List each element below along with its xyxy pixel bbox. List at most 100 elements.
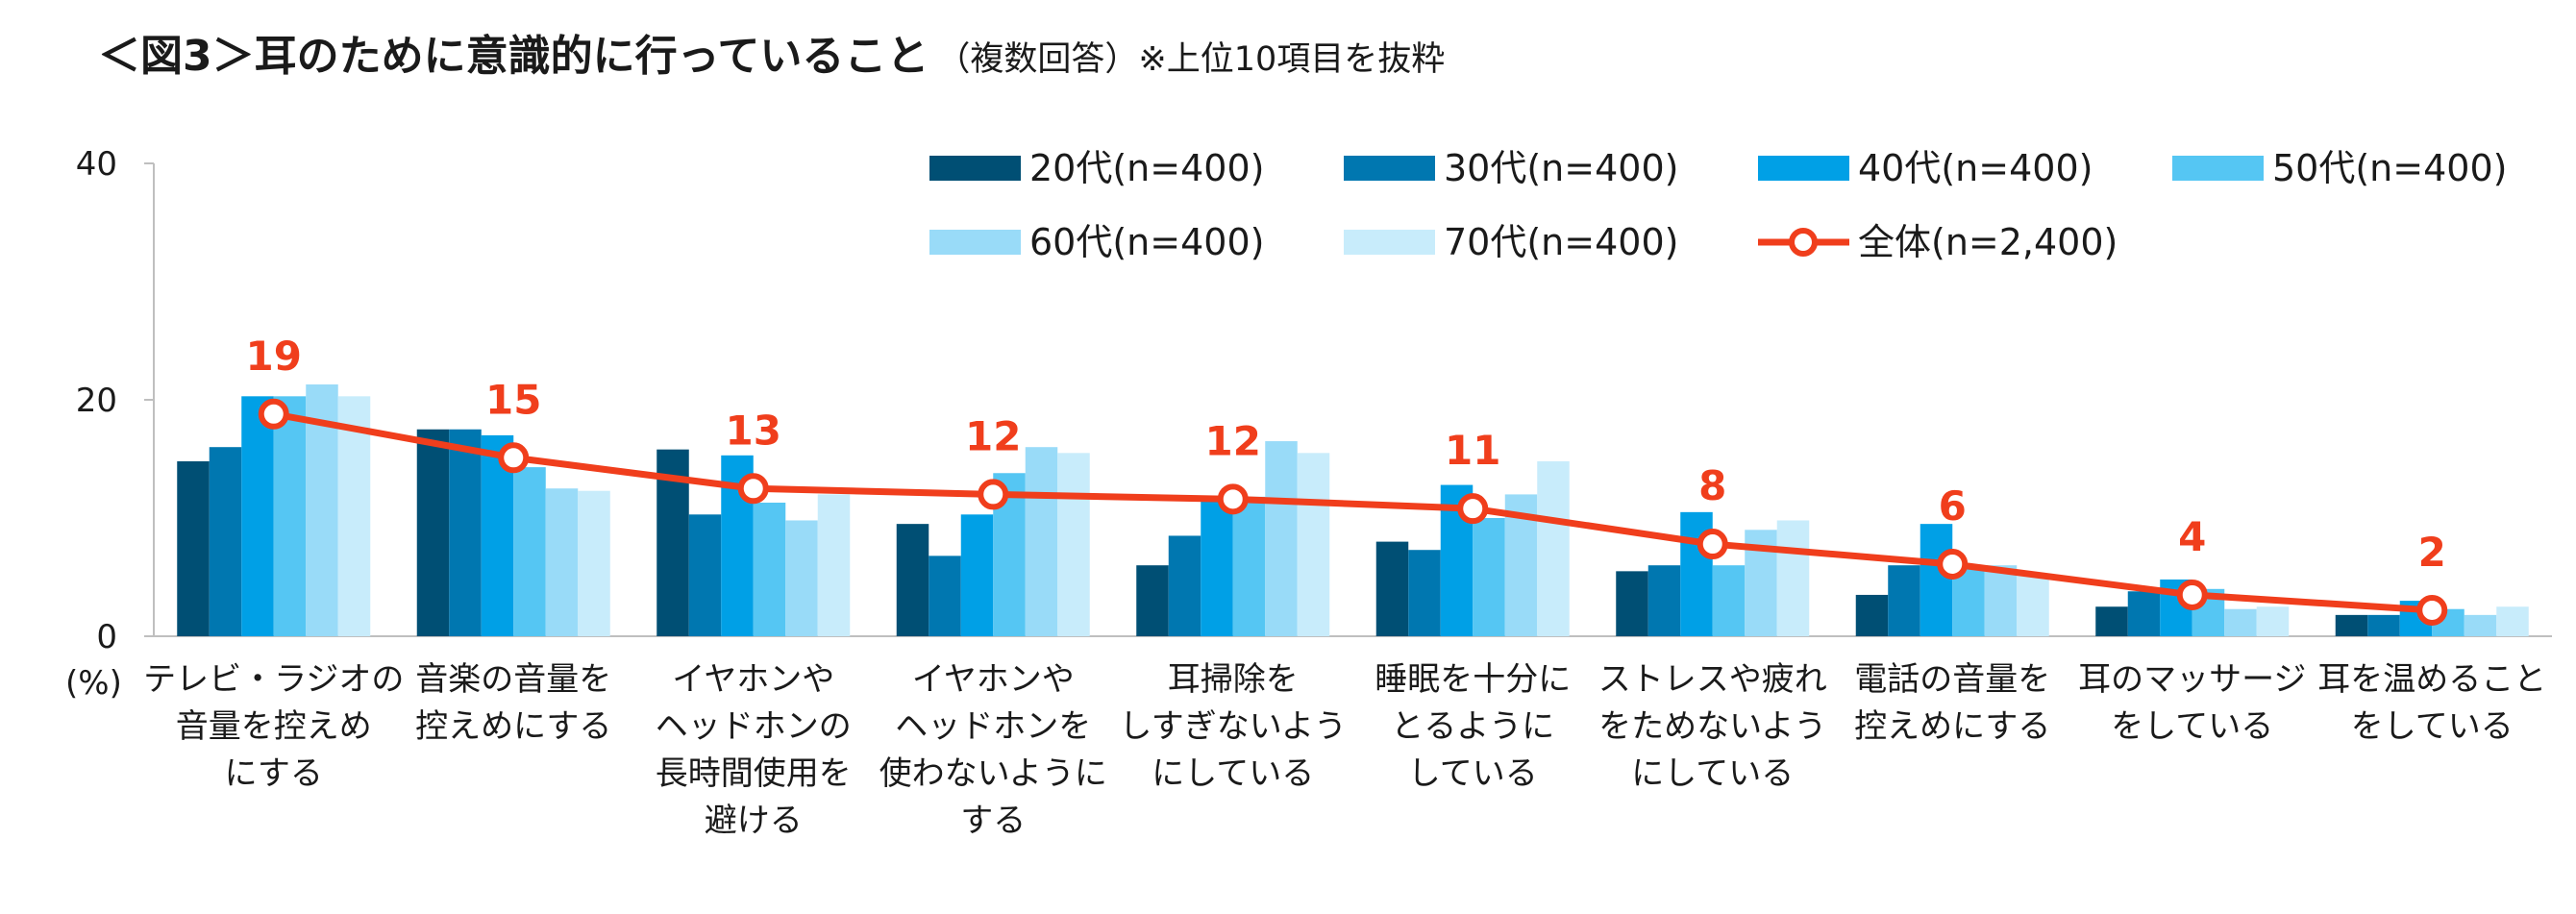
category-label-line: をしている — [2111, 707, 2273, 746]
chart-title-main: ＜図3＞耳のために意識的に行っていること — [98, 32, 929, 81]
legend-swatch — [929, 156, 1021, 181]
data-label: 4 — [2178, 513, 2206, 560]
legend-label: 30代(n=400) — [1444, 147, 1678, 189]
legend-label: 20代(n=400) — [1029, 147, 1264, 189]
data-label: 19 — [246, 333, 302, 380]
category-label: 耳掃除をしすぎないようにしている — [1119, 660, 1347, 793]
overall-point — [258, 398, 289, 430]
legend-label: 60代(n=400) — [1029, 221, 1264, 263]
bar — [2224, 608, 2257, 636]
legend-marker — [1789, 228, 1818, 257]
bar — [1408, 550, 1441, 636]
overall-point — [978, 479, 1009, 510]
bar — [449, 429, 482, 636]
bar — [753, 503, 786, 636]
legend-swatch — [2172, 156, 2264, 181]
category-label: イヤホンやヘッドホンの長時間使用を避ける — [656, 660, 852, 840]
bar — [2496, 606, 2529, 636]
data-label: 15 — [485, 376, 541, 423]
bar — [2017, 573, 2049, 636]
overall-point — [2416, 594, 2448, 626]
category-label: テレビ・ラジオの音量を控えめにする — [143, 660, 404, 793]
bar — [1375, 541, 1409, 636]
overall-point — [1217, 483, 1249, 515]
category-label-line: しすぎないよう — [1119, 707, 1347, 746]
legend-label: 全体(n=2,400) — [1858, 221, 2118, 263]
bar — [545, 488, 579, 636]
overall-point — [1457, 493, 1489, 525]
chart-category-labels: テレビ・ラジオの音量を控えめにする音楽の音量を控えめにするイヤホンやヘッドホンの… — [143, 660, 2546, 840]
bar — [1168, 535, 1201, 636]
legend-label: 40代(n=400) — [1858, 147, 2093, 189]
category-label-line: 睡眠を十分に — [1375, 660, 1571, 699]
category-label: 睡眠を十分にとるようにしている — [1375, 660, 1571, 793]
category-label-line: ヘッドホンを — [895, 707, 1091, 746]
category-label-line: イヤホンや — [912, 660, 1075, 699]
legend-swatch — [1344, 230, 1435, 255]
bar — [337, 396, 371, 636]
bar — [1776, 520, 1810, 636]
bar — [929, 556, 961, 636]
category-label-line: にする — [225, 754, 323, 793]
bar — [896, 524, 929, 636]
bar — [1712, 565, 1746, 636]
overall-point — [2176, 579, 2208, 610]
chart-line: 19 15 13 12 12 11 8 6 4 2 — [246, 333, 2448, 626]
bar — [1984, 565, 2018, 636]
bar — [817, 494, 851, 636]
bar — [1232, 496, 1266, 636]
bar — [513, 467, 546, 636]
category-label-line: ストレスや疲れ — [1598, 660, 1827, 699]
data-label: 13 — [726, 407, 781, 454]
bar — [2256, 606, 2290, 636]
bar — [578, 490, 610, 636]
bar — [416, 429, 450, 636]
overall-point — [1697, 529, 1728, 560]
bar — [1888, 565, 1920, 636]
y-unit-label: (%) — [65, 664, 122, 703]
overall-line — [273, 410, 2433, 614]
category-label-line: とるように — [1391, 707, 1554, 746]
y-tick-label: 20 — [76, 382, 117, 420]
bar — [273, 396, 307, 636]
category-label-line: 控えめにする — [1854, 707, 2050, 746]
category-label-line: 控えめにする — [415, 707, 611, 746]
bar — [785, 520, 818, 636]
category-label-line: にしている — [1631, 754, 1794, 793]
category-label-line: する — [960, 802, 1026, 840]
category-label-line: 電話の音量を — [1854, 660, 2050, 699]
bar — [1297, 453, 1330, 636]
category-label-line: 音量を控えめ — [176, 707, 372, 746]
category-label-line: をためないよう — [1598, 707, 1826, 746]
bar — [1057, 453, 1090, 636]
category-label-line: をしている — [2351, 707, 2514, 746]
category-label: 耳のマッサージをしている — [2078, 660, 2306, 746]
bar — [1616, 571, 1648, 636]
category-label: ストレスや疲れをためないようにしている — [1598, 660, 1827, 793]
category-label-line: 使わないように — [879, 754, 1107, 793]
bar — [2095, 606, 2128, 636]
bar — [1136, 565, 1169, 636]
legend-swatch — [1344, 156, 1435, 181]
bar — [241, 396, 274, 636]
chart-legend: 20代(n=400) 30代(n=400) 40代(n=400) 50代(n=400)… — [929, 147, 2507, 263]
category-label-line: 音楽の音量を — [415, 660, 611, 699]
category-label-line: 避ける — [705, 802, 803, 840]
data-label: 12 — [1205, 417, 1261, 464]
category-label-line: ヘッドホンの — [656, 707, 852, 746]
category-label: 電話の音量を控えめにする — [1854, 660, 2050, 746]
overall-point — [1937, 548, 1969, 580]
category-label: 耳を温めることをしている — [2317, 660, 2546, 746]
data-label: 6 — [1939, 482, 1967, 530]
data-label: 8 — [1698, 462, 1726, 509]
chart-title: ＜図3＞耳のために意識的に行っていること （複数回答）※上位10項目を抜粋 — [98, 21, 1445, 83]
data-label: 2 — [2418, 529, 2446, 576]
bar — [960, 514, 994, 636]
bar — [1537, 460, 1570, 636]
bar — [1473, 518, 1505, 636]
y-tick-label: 0 — [96, 618, 117, 656]
bar — [209, 447, 242, 636]
bar — [2335, 614, 2368, 636]
category-label-line: 耳掃除を — [1168, 660, 1299, 699]
